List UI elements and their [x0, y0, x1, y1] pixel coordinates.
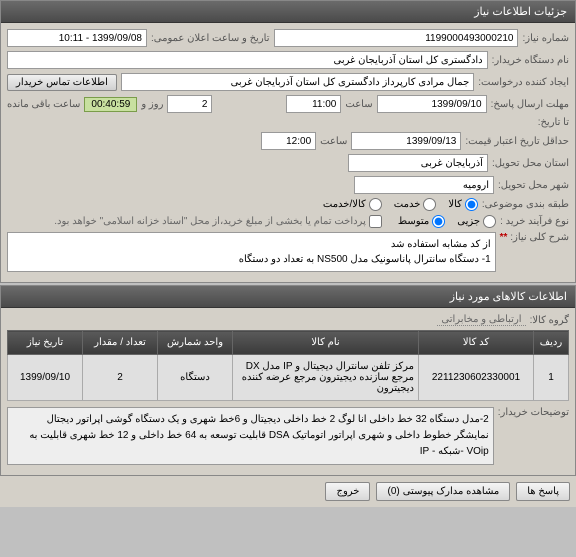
date-pub-field: 1399/09/08 - 10:11: [7, 29, 147, 47]
class-goods-radio[interactable]: کالا: [448, 198, 478, 211]
treasury-input[interactable]: [369, 215, 382, 228]
goods-table: ردیف کد کالا نام کالا واحد شمارش تعداد /…: [7, 330, 569, 401]
attach-label: مشاهده مدارک پیوستی: [403, 486, 500, 497]
time-label-2: ساعت: [320, 136, 347, 147]
proc-radio-group: جزیی متوسط: [398, 215, 496, 228]
replies-button[interactable]: پاسخ ها: [516, 482, 570, 501]
cell-row: 1: [534, 355, 569, 401]
col-code: کد کالا: [419, 331, 534, 355]
cell-qty: 2: [83, 355, 158, 401]
deadline-label: مهلت ارسال پاسخ:: [491, 99, 569, 110]
class-radio-group: کالا خدمت کالا/خدمت: [323, 198, 478, 211]
table-header-row: ردیف کد کالا نام کالا واحد شمارش تعداد /…: [8, 331, 569, 355]
panel-header-details: جزئیات اطلاعات نیاز: [1, 1, 575, 23]
group-value: ارتباطی و مخابراتی: [437, 314, 525, 326]
goods-panel-body: گروه کالا: ارتباطی و مخابراتی ردیف کد کا…: [1, 308, 575, 475]
panel-body: شماره نیاز: 1199000493000210 تاریخ و ساع…: [1, 23, 575, 282]
niaz-num-label: شماره نیاز:: [522, 33, 569, 44]
desc-line2: 1- دستگاه سانترال پاناسونیک مدل NS500 به…: [12, 252, 491, 267]
class-label: طبقه بندی موضوعی:: [482, 199, 569, 210]
class-both-label: کالا/خدمت: [323, 199, 366, 210]
class-goods-label: کالا: [448, 199, 462, 210]
desc-line1: از کد مشابه استفاده شد: [12, 237, 491, 252]
col-unit: واحد شمارش: [158, 331, 233, 355]
class-goods-input[interactable]: [465, 198, 478, 211]
table-row[interactable]: 1 2211230602330001 مرکز تلفن سانترال دیج…: [8, 355, 569, 401]
goods-panel-title: اطلاعات کالاهای مورد نیاز: [450, 291, 567, 303]
creator-label: ایجاد کننده درخواست:: [478, 77, 569, 88]
col-qty: تعداد / مقدار: [83, 331, 158, 355]
validity-label: حداقل تاریخ اعتبار قیمت:: [465, 136, 569, 147]
desc-box: از کد مشابه استفاده شد 1- دستگاه سانترال…: [7, 232, 496, 272]
cell-name: مرکز تلفن سانترال دیجیتال و IP مدل DX مر…: [233, 355, 419, 401]
niaz-num-field: 1199000493000210: [274, 29, 519, 47]
proc-med-input[interactable]: [432, 215, 445, 228]
days-label: روز و: [141, 99, 163, 110]
contact-button[interactable]: اطلاعات تماس خریدار: [7, 74, 117, 91]
proc-small-label: جزیی: [457, 216, 480, 227]
replies-label: پاسخ ها: [527, 486, 559, 497]
exit-button[interactable]: خروج: [325, 482, 370, 501]
validity-time-field: 12:00: [261, 132, 316, 150]
panel-header-goods: اطلاعات کالاهای مورد نیاز: [1, 286, 575, 308]
proc-label: نوع فرآیند خرید :: [500, 216, 569, 227]
countdown-timer: 00:40:59: [84, 97, 137, 112]
details-panel: جزئیات اطلاعات نیاز شماره نیاز: 11990004…: [0, 0, 576, 283]
footer-buttons: پاسخ ها مشاهده مدارک پیوستی (0) خروج: [0, 476, 576, 507]
deadline-date-field: 1399/09/10: [377, 95, 487, 113]
proc-small-radio[interactable]: جزیی: [457, 215, 496, 228]
buyer-desc-box: 2-مدل دستگاه 32 خط داخلی انا لوگ 2 خط دا…: [7, 407, 494, 465]
col-date: تاریخ نیاز: [8, 331, 83, 355]
proc-med-label: متوسط: [398, 216, 429, 227]
col-row: ردیف: [534, 331, 569, 355]
group-label: گروه کالا:: [530, 315, 569, 326]
cell-code: 2211230602330001: [419, 355, 534, 401]
days-field: 2: [167, 95, 212, 113]
treasury-note: پرداخت تمام یا بخشی از مبلغ خرید،از محل …: [54, 216, 366, 227]
date-pub-label: تاریخ و ساعت اعلان عمومی:: [151, 33, 270, 44]
city-label: شهر محل تحویل:: [498, 180, 569, 191]
deadline-time-field: 11:00: [286, 95, 341, 113]
province-label: استان محل تحویل:: [492, 158, 569, 169]
cell-date: 1399/09/10: [8, 355, 83, 401]
org-label: نام دستگاه خریدار:: [492, 55, 569, 66]
exit-label: خروج: [336, 486, 359, 497]
class-service-label: خدمت: [394, 199, 421, 210]
col-name: نام کالا: [233, 331, 419, 355]
time-label-1: ساعت: [345, 99, 372, 110]
desc-label: شرح کلی نیاز: **: [500, 232, 569, 243]
class-both-radio[interactable]: کالا/خدمت: [323, 198, 382, 211]
class-both-input[interactable]: [369, 198, 382, 211]
proc-med-radio[interactable]: متوسط: [398, 215, 445, 228]
class-service-radio[interactable]: خدمت: [394, 198, 437, 211]
province-field: آذربایجان غربی: [348, 154, 488, 172]
class-service-input[interactable]: [423, 198, 436, 211]
to-date-label: تا تاریخ:: [538, 117, 569, 128]
remain-label: ساعت باقی مانده: [7, 99, 80, 110]
creator-field: جمال مرادی کارپرداز دادگستری کل استان آذ…: [121, 73, 474, 91]
asterisk-icon: **: [500, 232, 508, 243]
city-field: ارومیه: [354, 176, 494, 194]
attach-count: (0): [387, 486, 399, 497]
buyer-desc-label: توضیحات خریدار:: [498, 407, 569, 418]
goods-panel: اطلاعات کالاهای مورد نیاز گروه کالا: ارت…: [0, 285, 576, 476]
org-field: دادگستری کل استان آذربایجان غربی: [7, 51, 488, 69]
proc-small-input[interactable]: [483, 215, 496, 228]
validity-date-field: 1399/09/13: [351, 132, 461, 150]
attachments-button[interactable]: مشاهده مدارک پیوستی (0): [376, 482, 510, 501]
panel-title: جزئیات اطلاعات نیاز: [474, 6, 567, 18]
treasury-checkbox[interactable]: پرداخت تمام یا بخشی از مبلغ خرید،از محل …: [54, 215, 382, 228]
cell-unit: دستگاه: [158, 355, 233, 401]
